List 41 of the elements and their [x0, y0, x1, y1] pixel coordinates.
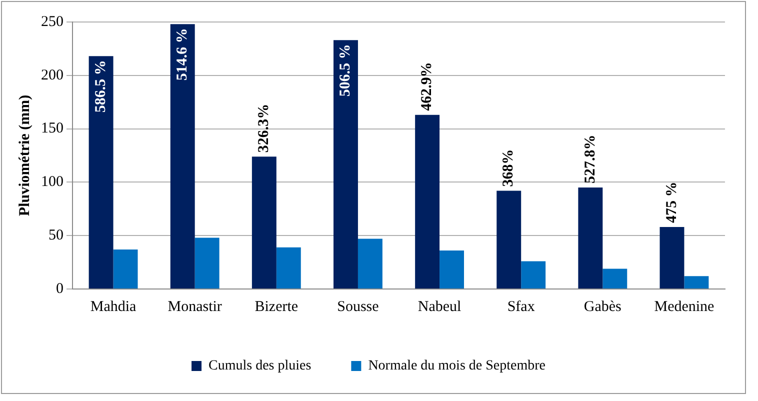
y-axis-title: Pluviométrie (mm)	[16, 94, 33, 216]
bar	[276, 247, 301, 288]
x-tick-label: Gabès	[584, 298, 622, 315]
y-tick-label: 200	[41, 67, 64, 84]
bar	[602, 268, 628, 288]
y-tick-label: 150	[41, 120, 64, 137]
bar	[496, 190, 522, 288]
x-tick-label: Sousse	[337, 298, 380, 315]
y-tick-label: 50	[48, 228, 64, 244]
bar	[88, 56, 114, 288]
annotation: 514.6 %	[174, 28, 190, 81]
annotation: 368%	[500, 149, 517, 187]
x-tick-label: Bizerte	[254, 298, 298, 315]
y-tick-label: 250	[41, 14, 64, 30]
annotation: 462.9%	[419, 62, 436, 111]
bar	[578, 188, 603, 288]
bar	[170, 24, 195, 288]
bar	[358, 238, 382, 288]
x-tick-label: Mahdia	[90, 298, 137, 315]
x-tick-label: Medenine	[654, 298, 715, 315]
annotation: 506.5 %	[338, 44, 354, 97]
annotation: 586.5 %	[92, 60, 109, 113]
annotation: 326.3%	[256, 104, 272, 153]
y-tick-label: 100	[41, 174, 64, 190]
legend-label: Cumuls des pluies	[208, 358, 312, 374]
annotation: 527.8%	[582, 134, 598, 184]
bar	[440, 250, 464, 288]
x-tick-label: Sfax	[507, 298, 536, 315]
x-tick-label: Nabeul	[418, 298, 462, 315]
annotation: 475 %	[664, 182, 680, 224]
bar	[521, 261, 546, 288]
bar	[660, 227, 684, 288]
bar	[113, 249, 138, 288]
x-tick-label: Monastir	[168, 298, 222, 315]
bar	[415, 114, 440, 288]
y-tick-label: 0	[56, 280, 64, 297]
bar	[194, 238, 220, 288]
bar	[334, 40, 358, 288]
bar	[252, 156, 276, 288]
bar	[684, 276, 709, 288]
legend-label: Normale du mois de Septembre	[368, 358, 546, 374]
